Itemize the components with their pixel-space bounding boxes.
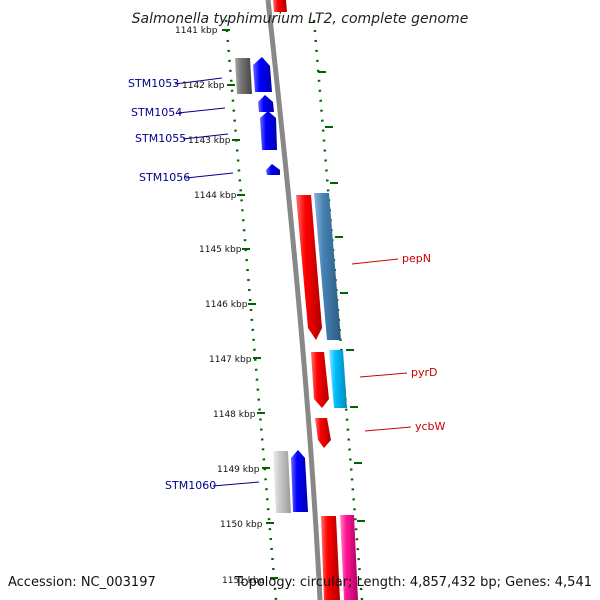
gene-stm1060 — [291, 450, 308, 512]
gene-label-stm1055: STM1055 — [135, 132, 186, 145]
gene-stm1053 — [253, 57, 272, 92]
tick-label: 1149 kbp — [217, 465, 260, 475]
gene-stm1054 — [258, 95, 274, 112]
gene-top-clipped — [273, 0, 287, 12]
cog-bottom-magenta — [340, 515, 358, 600]
gene-label-stm1054: STM1054 — [131, 106, 182, 119]
gene-label-ycbw: ycbW — [415, 420, 446, 433]
gene-label-stm1060: STM1060 — [165, 479, 216, 492]
gene-label-stm1053: STM1053 — [128, 77, 179, 90]
tick-label: 1150 kbp — [220, 520, 263, 530]
tick-label: 1148 kbp — [213, 410, 256, 420]
topology-text: Topology: circular; Length: 4,857,432 bp… — [234, 575, 592, 590]
tick-label: 1142 kbp — [182, 81, 225, 91]
gene-label-pepn: pepN — [402, 252, 431, 265]
tick-label: 1146 kbp — [205, 300, 248, 310]
cog-pepn — [314, 193, 341, 340]
tick-label: 1143 kbp — [188, 136, 231, 146]
tick-label: 1141 kbp — [175, 26, 218, 36]
tick-label: 1151 kbp — [222, 576, 265, 586]
gene-bottom-red — [321, 516, 340, 600]
gene-label-pyrd: pyrD — [411, 366, 438, 379]
gene-label-stm1056: STM1056 — [139, 171, 190, 184]
tick-label: 1145 kbp — [199, 245, 242, 255]
cog-stm1053 — [235, 58, 252, 94]
gene-pepn — [296, 195, 322, 340]
inner-ring-ticks — [222, 29, 278, 579]
gene-pyrd — [311, 352, 329, 408]
gene-ycbw — [315, 418, 331, 448]
label-leader-lines — [174, 77, 412, 487]
tick-label: 1144 kbp — [194, 191, 237, 201]
tick-label: 1147 kbp — [209, 355, 252, 365]
inner-dotted-ring — [224, 19, 278, 600]
gene-stm1056 — [266, 164, 280, 175]
map-title: Salmonella typhimurium LT2, complete gen… — [132, 11, 469, 27]
gene-stm1055 — [260, 111, 277, 150]
cog-pyrd — [329, 350, 347, 408]
outer-ring-ticks — [318, 71, 365, 522]
cog-stm1060 — [273, 451, 291, 513]
genome-backbone-core — [265, 0, 323, 600]
accession-text: Accession: NC_003197 — [8, 575, 156, 590]
